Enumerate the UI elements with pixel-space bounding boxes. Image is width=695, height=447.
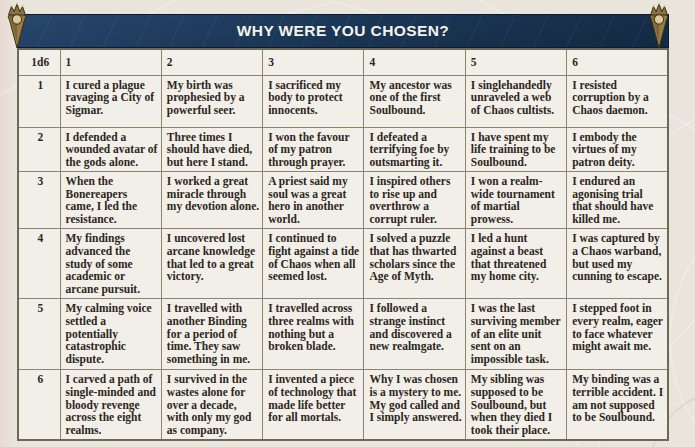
- col-header-2: 2: [161, 49, 262, 75]
- table-cell: I defended a wounded avatar of the gods …: [60, 127, 161, 171]
- col-header-6: 6: [567, 49, 668, 75]
- table-cell: I carved a path of single-minded and blo…: [60, 370, 161, 440]
- table-cell: I sacrificed my body to protect innocent…: [263, 75, 364, 127]
- table-cell: I cured a plague ravaging a City of Sigm…: [60, 75, 161, 127]
- row-label: 4: [18, 229, 60, 299]
- table-cell: I solved a puzzle that has thwarted scho…: [364, 229, 465, 299]
- table-row: 6 I carved a path of single-minded and b…: [18, 370, 668, 440]
- table-cell: Why I was chosen is a mystery to me. My …: [364, 370, 465, 440]
- col-header-5: 5: [465, 49, 566, 75]
- table-cell: My ancestor was one of the first Soulbou…: [364, 75, 465, 127]
- table-cell: I invented a piece of technology that ma…: [263, 370, 364, 440]
- row-label: 3: [18, 171, 60, 228]
- table-cell: I have spent my life training to be Soul…: [465, 127, 566, 171]
- table-cell: I won a realm-wide tournament of martial…: [465, 171, 566, 228]
- row-label: 2: [18, 127, 60, 171]
- table-cell: I followed a strange instinct and discov…: [364, 299, 465, 370]
- table-cell: I resisted corruption by a Chaos daemon.: [567, 75, 668, 127]
- table-cell: My binding was a terrible accident. I am…: [567, 370, 668, 440]
- corner-ornament-left: [5, 2, 29, 50]
- die-header: 1d6: [18, 49, 60, 75]
- table-cell: I uncovered lost arcane knowledge that l…: [161, 229, 262, 299]
- table-cell: I survived in the wastes alone for over …: [161, 370, 262, 440]
- table-row: 5 My calming voice settled a potentially…: [18, 299, 668, 370]
- table-cell: Three times I should have died, but here…: [161, 127, 262, 171]
- table-cell: When the Bonereapers came, I led the res…: [60, 171, 161, 228]
- table-cell: I defeated a terrifying foe by outsmarti…: [364, 127, 465, 171]
- table-cell: I travelled with another Binding for a p…: [161, 299, 262, 370]
- header-row: 1d6 1 2 3 4 5 6: [18, 49, 668, 75]
- table-cell: I endured an agonising trial that should…: [567, 171, 668, 228]
- table-cell: I stepped foot in every realm, eager to …: [567, 299, 668, 370]
- col-header-3: 3: [263, 49, 364, 75]
- row-label: 1: [18, 75, 60, 127]
- table-cell: My findings advanced the study of some a…: [60, 229, 161, 299]
- table-cell: I continued to fight against a tide of C…: [263, 229, 364, 299]
- table-cell: My birth was prophesied by a powerful se…: [161, 75, 262, 127]
- table-cell: I led a hunt against a beast that threat…: [465, 229, 566, 299]
- table-cell: My sibling was supposed to be Soulbound,…: [465, 370, 566, 440]
- col-header-1: 1: [60, 49, 161, 75]
- table-cell: I was the last surviving member of an el…: [465, 299, 566, 370]
- table-cell: A priest said my soul was a great hero i…: [263, 171, 364, 228]
- table-title: WHY WERE YOU CHOSEN?: [237, 22, 449, 40]
- corner-ornament-right: [647, 2, 671, 50]
- col-header-4: 4: [364, 49, 465, 75]
- table-row: 2 I defended a wounded avatar of the god…: [18, 127, 668, 171]
- table-cell: I travelled across three realms with not…: [263, 299, 364, 370]
- table-cell: I worked a great miracle through my devo…: [161, 171, 262, 228]
- chosen-table: 1d6 1 2 3 4 5 6 1 I cured a plague ravag…: [17, 48, 669, 441]
- table-row: 4 My findings advanced the study of some…: [18, 229, 668, 299]
- chosen-table-panel: WHY WERE YOU CHOSEN? 1d6 1 2 3 4 5 6 1 I…: [17, 14, 669, 441]
- table-row: 3 When the Bonereapers came, I led the r…: [18, 171, 668, 228]
- table-title-bar: WHY WERE YOU CHOSEN?: [17, 14, 669, 48]
- table-cell: I won the favour of my patron through pr…: [263, 127, 364, 171]
- table-cell: I embody the virtues of my patron deity.: [567, 127, 668, 171]
- row-label: 6: [18, 370, 60, 440]
- table-cell: I singlehandedly unraveled a web of Chao…: [465, 75, 566, 127]
- row-label: 5: [18, 299, 60, 370]
- table-cell: My calming voice settled a potentially c…: [60, 299, 161, 370]
- table-cell: I inspired others to rise up and overthr…: [364, 171, 465, 228]
- table-cell: I was captured by a Chaos warband, but u…: [567, 229, 668, 299]
- table-row: 1 I cured a plague ravaging a City of Si…: [18, 75, 668, 127]
